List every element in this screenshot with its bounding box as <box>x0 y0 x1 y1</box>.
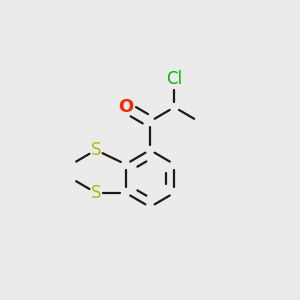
Text: S: S <box>91 141 101 159</box>
Text: O: O <box>118 98 133 116</box>
Text: Cl: Cl <box>166 70 182 88</box>
Text: S: S <box>91 184 101 202</box>
